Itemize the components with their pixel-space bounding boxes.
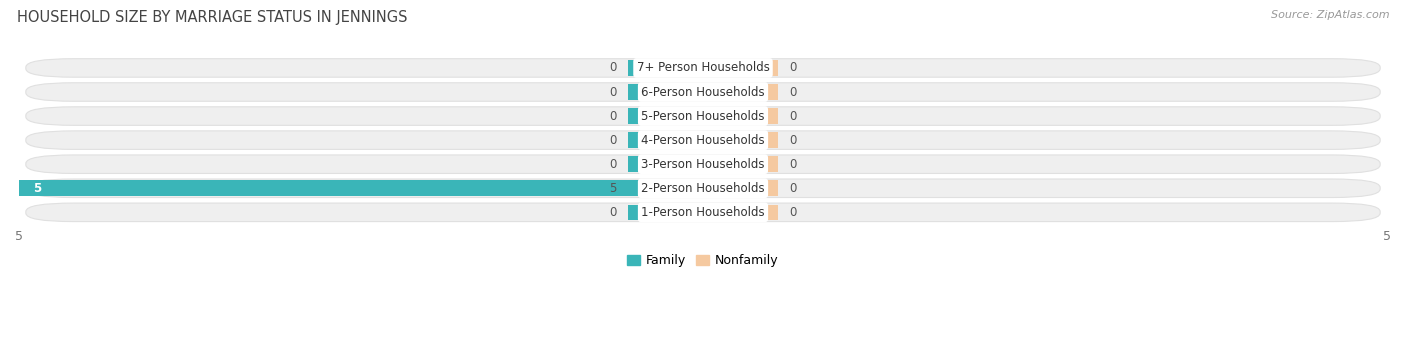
Text: 0: 0 — [609, 134, 617, 147]
FancyBboxPatch shape — [25, 59, 1381, 77]
Bar — [20, 180, 703, 196]
Bar — [703, 108, 779, 124]
Text: 0: 0 — [609, 109, 617, 122]
Bar — [627, 157, 703, 172]
Bar — [627, 108, 703, 124]
FancyBboxPatch shape — [25, 179, 1381, 197]
Text: 6-Person Households: 6-Person Households — [641, 86, 765, 99]
Text: 0: 0 — [609, 61, 617, 74]
FancyBboxPatch shape — [25, 131, 1381, 149]
Text: 0: 0 — [609, 158, 617, 171]
Text: 0: 0 — [609, 86, 617, 99]
Bar — [703, 180, 779, 196]
Bar — [703, 205, 779, 220]
Text: 7+ Person Households: 7+ Person Households — [637, 61, 769, 74]
FancyBboxPatch shape — [25, 155, 1381, 174]
FancyBboxPatch shape — [25, 83, 1381, 101]
Bar — [627, 132, 703, 148]
Bar — [703, 84, 779, 100]
Text: 0: 0 — [789, 109, 797, 122]
Text: 0: 0 — [789, 182, 797, 195]
Text: 5: 5 — [609, 182, 617, 195]
Legend: Family, Nonfamily: Family, Nonfamily — [623, 249, 783, 272]
Text: Source: ZipAtlas.com: Source: ZipAtlas.com — [1271, 10, 1389, 20]
Text: 0: 0 — [609, 206, 617, 219]
Text: 3-Person Households: 3-Person Households — [641, 158, 765, 171]
Text: 5: 5 — [32, 182, 41, 195]
Bar — [627, 205, 703, 220]
Text: HOUSEHOLD SIZE BY MARRIAGE STATUS IN JENNINGS: HOUSEHOLD SIZE BY MARRIAGE STATUS IN JEN… — [17, 10, 408, 25]
Text: 0: 0 — [789, 61, 797, 74]
FancyBboxPatch shape — [25, 107, 1381, 125]
Bar — [703, 60, 779, 76]
Text: 5-Person Households: 5-Person Households — [641, 109, 765, 122]
Bar — [703, 132, 779, 148]
Bar — [627, 180, 703, 196]
Bar — [627, 84, 703, 100]
Text: 0: 0 — [789, 206, 797, 219]
Bar — [627, 60, 703, 76]
FancyBboxPatch shape — [25, 203, 1381, 222]
Text: 0: 0 — [789, 134, 797, 147]
Bar — [703, 157, 779, 172]
Text: 1-Person Households: 1-Person Households — [641, 206, 765, 219]
Text: 4-Person Households: 4-Person Households — [641, 134, 765, 147]
Text: 2-Person Households: 2-Person Households — [641, 182, 765, 195]
Text: 0: 0 — [789, 158, 797, 171]
Text: 0: 0 — [789, 86, 797, 99]
